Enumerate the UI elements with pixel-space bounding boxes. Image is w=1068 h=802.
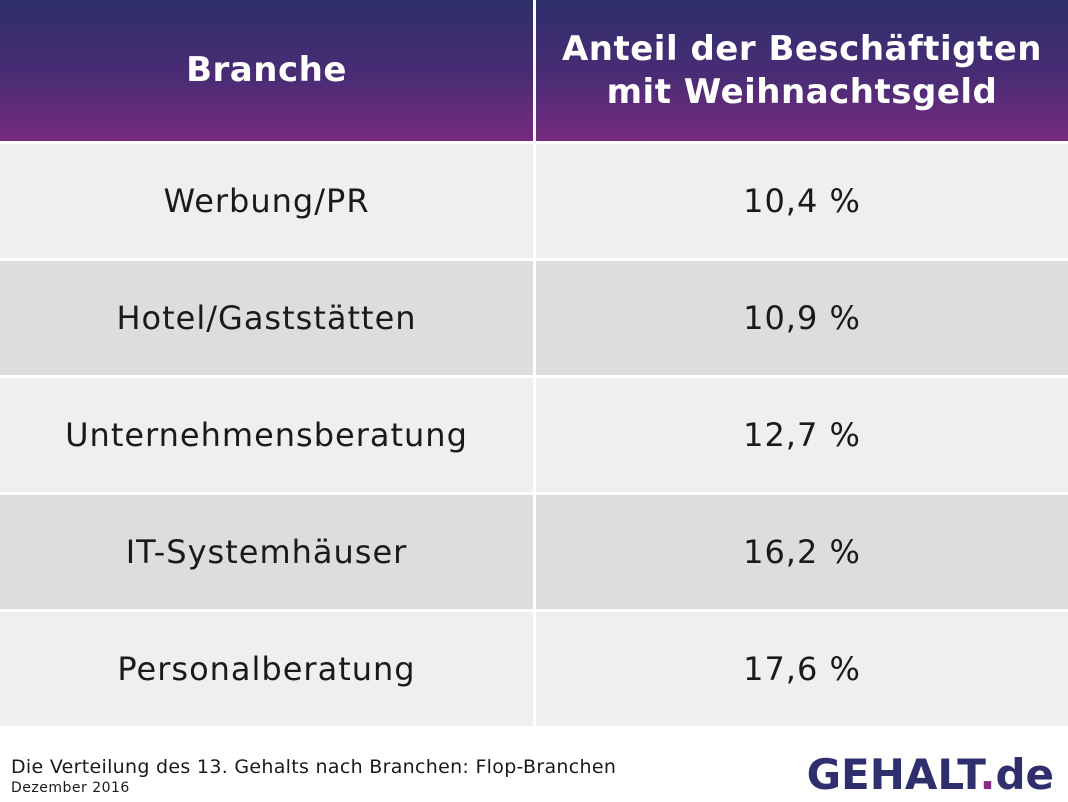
table-row: Hotel/Gaststätten 10,9 % — [0, 261, 1068, 375]
row-anteil: 10,4 % — [536, 144, 1068, 258]
logo-name: GEHALT — [806, 750, 980, 799]
row-branche: Werbung/PR — [0, 144, 533, 258]
table-row: Unternehmensberatung 12,7 % — [0, 378, 1068, 492]
table-row: IT-Systemhäuser 16,2 % — [0, 495, 1068, 609]
table-header-row: Branche Anteil der Beschäftigten mit Wei… — [0, 0, 1068, 141]
data-table: Branche Anteil der Beschäftigten mit Wei… — [0, 0, 1068, 726]
table-row: Personalberatung 17,6 % — [0, 612, 1068, 726]
row-anteil: 12,7 % — [536, 378, 1068, 492]
row-branche: Unternehmensberatung — [0, 378, 533, 492]
logo-tld: de — [995, 750, 1054, 799]
header-anteil-line2: mit Weihnachtsgeld — [606, 71, 998, 112]
row-anteil: 10,9 % — [536, 261, 1068, 375]
header-branche: Branche — [0, 0, 533, 141]
footer-date: Dezember 2016 — [11, 780, 130, 796]
table-row: Werbung/PR 10,4 % — [0, 144, 1068, 258]
row-branche: Hotel/Gaststätten — [0, 261, 533, 375]
row-anteil: 17,6 % — [536, 612, 1068, 726]
header-anteil-line1: Anteil der Beschäftigten — [561, 28, 1043, 69]
header-anteil: Anteil der Beschäftigten mit Weihnachtsg… — [536, 0, 1068, 141]
footer-caption: Die Verteilung des 13. Gehalts nach Bran… — [11, 756, 617, 778]
row-anteil: 16,2 % — [536, 495, 1068, 609]
logo-dot: . — [979, 750, 996, 799]
gehalt-logo: GEHALT.de — [807, 750, 1054, 799]
row-branche: Personalberatung — [0, 612, 533, 726]
row-branche: IT-Systemhäuser — [0, 495, 533, 609]
